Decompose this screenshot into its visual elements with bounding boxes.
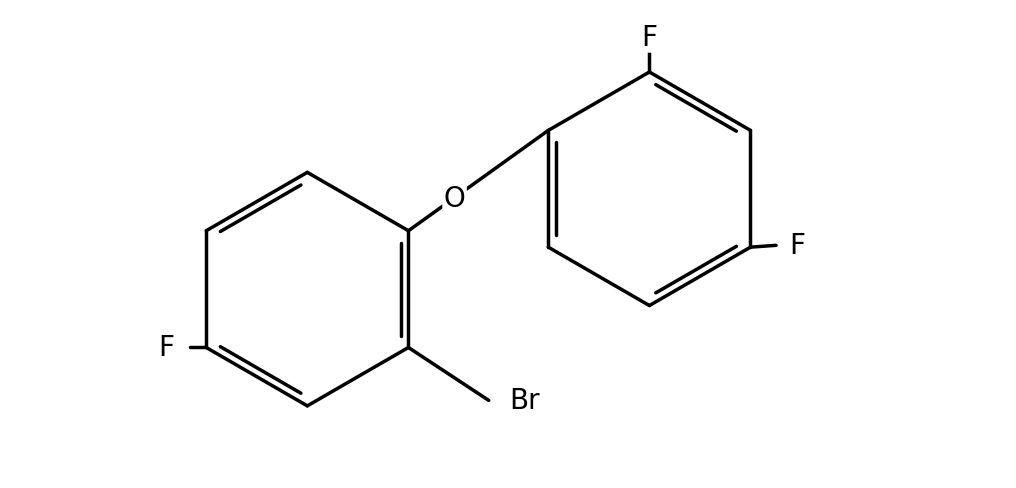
Text: O: O xyxy=(444,184,465,212)
Text: F: F xyxy=(788,232,805,260)
Text: F: F xyxy=(158,334,175,362)
Text: F: F xyxy=(641,24,657,52)
Text: Br: Br xyxy=(509,386,539,414)
